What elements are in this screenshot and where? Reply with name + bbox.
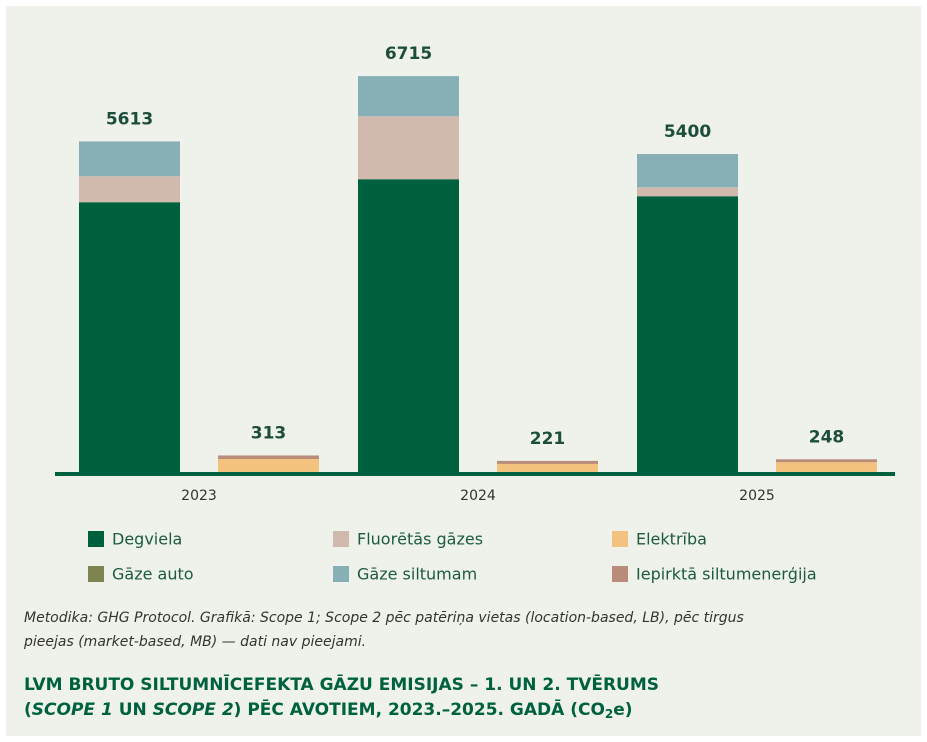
title-part: 2: [605, 707, 613, 721]
bar-segment: [358, 179, 459, 474]
title-part: UN: [113, 700, 153, 720]
bar-segment: [776, 462, 877, 474]
title-part: ) PĒC AVOTIEM, 2023.–2025. GADĀ (CO: [234, 698, 605, 720]
note-line: Metodika: GHG Protocol. Grafikā: Scope 1…: [24, 610, 744, 626]
plot: 5613 2023 313 6715 2024 221 5400 2025 248 Degviel…: [55, 44, 895, 584]
bar-segment: [358, 76, 459, 117]
total-label: 5400: [664, 122, 711, 142]
chart-title: (SCOPE 1 UN SCOPE 2) PĒC AVOTIEM, 2023.–…: [24, 698, 633, 721]
legend-swatch: [88, 531, 104, 547]
bar-segment: [637, 196, 738, 474]
bar-segment: [218, 459, 319, 474]
bar-segment: [637, 187, 738, 197]
bar-segment: [637, 154, 738, 188]
bar-segment: [497, 463, 598, 474]
x-tick-label: 2025: [739, 488, 775, 504]
legend-label: Fluorētās gāzes: [357, 530, 483, 549]
title-part: e): [613, 700, 632, 720]
total-label: 221: [530, 429, 566, 449]
bar-segment: [79, 141, 180, 177]
bar-segment: [79, 176, 180, 203]
chart-title: LVM BRUTO SILTUMNĪCEFEKTA GĀZU EMISIJAS …: [24, 673, 659, 695]
legend-label: Gāze siltumam: [357, 565, 477, 584]
legend-swatch: [612, 566, 628, 582]
legend-swatch: [612, 531, 628, 547]
title-part: SCOPE 1: [32, 700, 113, 720]
legend-label: Degviela: [112, 530, 182, 549]
title-part: SCOPE 2: [153, 700, 234, 720]
total-label: 313: [251, 423, 287, 443]
bar-segment: [358, 116, 459, 180]
x-tick-label: 2023: [181, 488, 217, 504]
legend-label: Elektrība: [636, 530, 707, 549]
note-line: pieejas (market-based, MB) — dati nav pi…: [23, 634, 366, 650]
x-tick-label: 2024: [460, 488, 496, 504]
bar-segment: [776, 459, 877, 463]
total-label: 248: [809, 427, 845, 447]
legend-label: Gāze auto: [112, 565, 194, 584]
bar-segment: [497, 460, 598, 464]
legend-label: Iepirktā siltumenerģija: [636, 565, 817, 584]
total-label: 5613: [106, 109, 153, 129]
bar-segment: [79, 202, 180, 474]
legend-swatch: [333, 566, 349, 582]
title-part: (: [24, 700, 32, 720]
bar-segment: [218, 455, 319, 460]
legend-swatch: [333, 531, 349, 547]
legend-swatch: [88, 566, 104, 582]
total-label: 6715: [385, 44, 432, 64]
